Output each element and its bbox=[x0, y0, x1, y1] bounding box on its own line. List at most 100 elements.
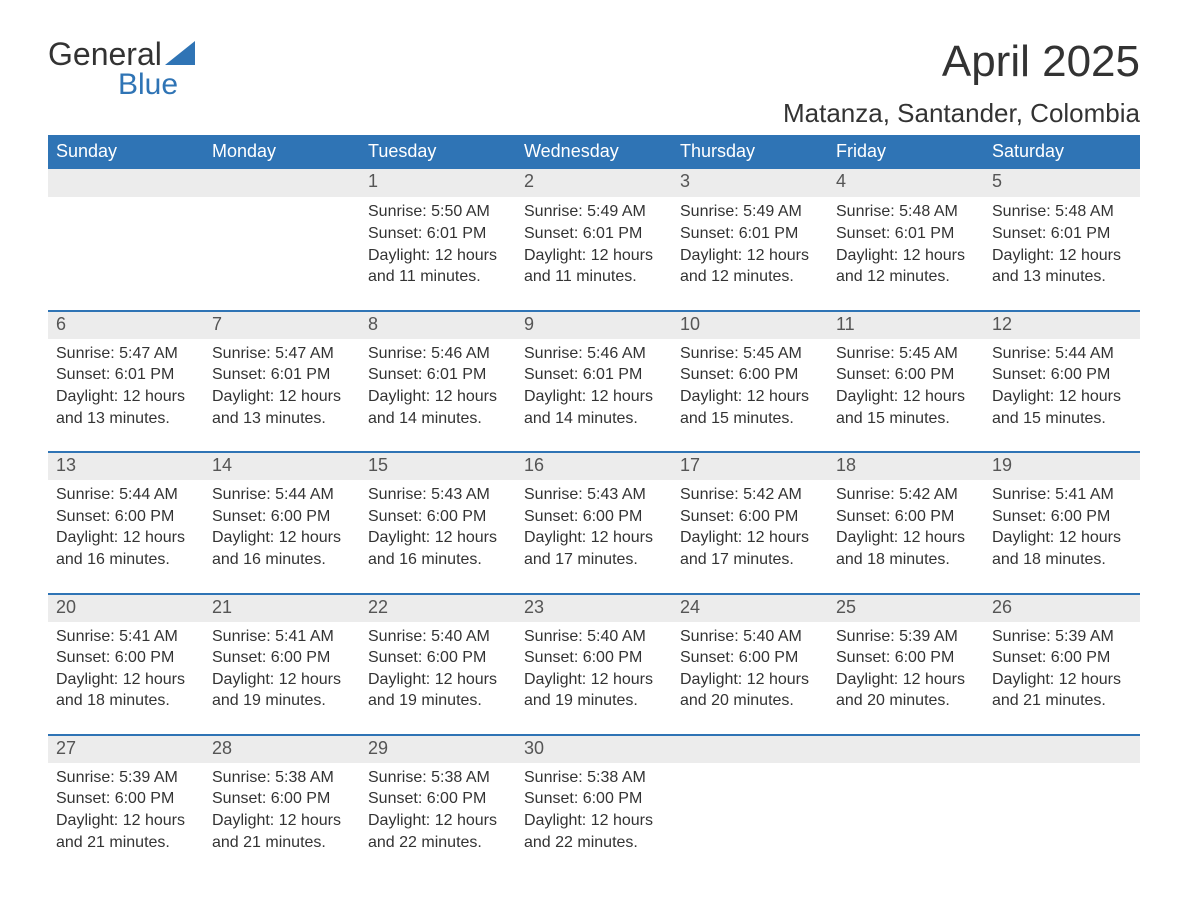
day-sunrise: Sunrise: 5:47 AM bbox=[212, 343, 352, 365]
day-day2: and 22 minutes. bbox=[368, 832, 508, 854]
day-sunrise: Sunrise: 5:49 AM bbox=[524, 201, 664, 223]
day-day1: Daylight: 12 hours bbox=[368, 245, 508, 267]
day-day1: Daylight: 12 hours bbox=[836, 669, 976, 691]
day-sunrise: Sunrise: 5:48 AM bbox=[992, 201, 1132, 223]
day-sunrise: Sunrise: 5:43 AM bbox=[524, 484, 664, 506]
day-number-cell: 25 bbox=[828, 594, 984, 622]
day-day2: and 18 minutes. bbox=[56, 690, 196, 712]
brand-part2: Blue bbox=[48, 70, 195, 100]
day-number-cell: 12 bbox=[984, 311, 1140, 339]
day-day2: and 13 minutes. bbox=[212, 408, 352, 430]
day-sunrise: Sunrise: 5:40 AM bbox=[368, 626, 508, 648]
day-sunset: Sunset: 6:01 PM bbox=[368, 223, 508, 245]
day-day1: Daylight: 12 hours bbox=[992, 527, 1132, 549]
day-sunset: Sunset: 6:00 PM bbox=[212, 788, 352, 810]
day-content-cell: Sunrise: 5:48 AMSunset: 6:01 PMDaylight:… bbox=[984, 197, 1140, 310]
day-sunset: Sunset: 6:00 PM bbox=[212, 647, 352, 669]
day-sunset: Sunset: 6:01 PM bbox=[836, 223, 976, 245]
day-number-cell: 16 bbox=[516, 452, 672, 480]
day-sunset: Sunset: 6:00 PM bbox=[56, 506, 196, 528]
day-sunset: Sunset: 6:00 PM bbox=[836, 506, 976, 528]
day-content-cell: Sunrise: 5:45 AMSunset: 6:00 PMDaylight:… bbox=[828, 339, 984, 452]
day-content-cell: Sunrise: 5:47 AMSunset: 6:01 PMDaylight:… bbox=[48, 339, 204, 452]
day-sunset: Sunset: 6:00 PM bbox=[836, 364, 976, 386]
day-sunset: Sunset: 6:00 PM bbox=[368, 647, 508, 669]
day-day1: Daylight: 12 hours bbox=[992, 669, 1132, 691]
day-content-cell: Sunrise: 5:41 AMSunset: 6:00 PMDaylight:… bbox=[204, 622, 360, 735]
day-number-cell: 1 bbox=[360, 169, 516, 197]
day-content-cell: Sunrise: 5:39 AMSunset: 6:00 PMDaylight:… bbox=[828, 622, 984, 735]
day-number-cell: 20 bbox=[48, 594, 204, 622]
day-content-cell: Sunrise: 5:46 AMSunset: 6:01 PMDaylight:… bbox=[360, 339, 516, 452]
day-content-row: Sunrise: 5:47 AMSunset: 6:01 PMDaylight:… bbox=[48, 339, 1140, 452]
day-day1: Daylight: 12 hours bbox=[524, 527, 664, 549]
day-number-cell: 21 bbox=[204, 594, 360, 622]
day-content-cell: Sunrise: 5:49 AMSunset: 6:01 PMDaylight:… bbox=[516, 197, 672, 310]
day-number-cell bbox=[828, 735, 984, 763]
day-sunset: Sunset: 6:00 PM bbox=[368, 506, 508, 528]
day-number-cell bbox=[672, 735, 828, 763]
day-sunset: Sunset: 6:00 PM bbox=[680, 506, 820, 528]
day-day1: Daylight: 12 hours bbox=[836, 386, 976, 408]
day-number-cell bbox=[204, 169, 360, 197]
day-content-cell bbox=[828, 763, 984, 875]
day-content-cell: Sunrise: 5:42 AMSunset: 6:00 PMDaylight:… bbox=[672, 480, 828, 593]
day-day1: Daylight: 12 hours bbox=[524, 810, 664, 832]
day-day1: Daylight: 12 hours bbox=[524, 386, 664, 408]
day-content-row: Sunrise: 5:41 AMSunset: 6:00 PMDaylight:… bbox=[48, 622, 1140, 735]
day-day1: Daylight: 12 hours bbox=[836, 527, 976, 549]
day-sunset: Sunset: 6:00 PM bbox=[524, 788, 664, 810]
day-day2: and 16 minutes. bbox=[212, 549, 352, 571]
day-content-cell: Sunrise: 5:43 AMSunset: 6:00 PMDaylight:… bbox=[516, 480, 672, 593]
page-header: General Blue April 2025 Matanza, Santand… bbox=[48, 38, 1140, 129]
day-number-cell: 17 bbox=[672, 452, 828, 480]
day-content-cell: Sunrise: 5:44 AMSunset: 6:00 PMDaylight:… bbox=[984, 339, 1140, 452]
day-day2: and 11 minutes. bbox=[524, 266, 664, 288]
day-sunrise: Sunrise: 5:45 AM bbox=[836, 343, 976, 365]
weekday-header: Tuesday bbox=[360, 135, 516, 169]
day-sunset: Sunset: 6:01 PM bbox=[524, 223, 664, 245]
day-sunrise: Sunrise: 5:40 AM bbox=[524, 626, 664, 648]
day-day2: and 16 minutes. bbox=[56, 549, 196, 571]
day-day2: and 21 minutes. bbox=[56, 832, 196, 854]
day-day1: Daylight: 12 hours bbox=[212, 669, 352, 691]
day-day2: and 18 minutes. bbox=[836, 549, 976, 571]
day-sunrise: Sunrise: 5:49 AM bbox=[680, 201, 820, 223]
daynum-row: 27282930 bbox=[48, 735, 1140, 763]
day-day2: and 17 minutes. bbox=[524, 549, 664, 571]
day-sunset: Sunset: 6:00 PM bbox=[992, 647, 1132, 669]
day-sunrise: Sunrise: 5:41 AM bbox=[212, 626, 352, 648]
daynum-row: 13141516171819 bbox=[48, 452, 1140, 480]
day-number-cell: 26 bbox=[984, 594, 1140, 622]
day-sunset: Sunset: 6:01 PM bbox=[212, 364, 352, 386]
day-day1: Daylight: 12 hours bbox=[212, 810, 352, 832]
day-sunset: Sunset: 6:00 PM bbox=[56, 788, 196, 810]
day-day1: Daylight: 12 hours bbox=[368, 669, 508, 691]
brand-sail-icon bbox=[165, 41, 195, 65]
day-sunset: Sunset: 6:00 PM bbox=[836, 647, 976, 669]
day-day1: Daylight: 12 hours bbox=[680, 386, 820, 408]
day-content-cell bbox=[204, 197, 360, 310]
day-number-cell: 4 bbox=[828, 169, 984, 197]
day-sunrise: Sunrise: 5:44 AM bbox=[56, 484, 196, 506]
day-day2: and 19 minutes. bbox=[524, 690, 664, 712]
day-sunset: Sunset: 6:01 PM bbox=[56, 364, 196, 386]
day-content-row: Sunrise: 5:44 AMSunset: 6:00 PMDaylight:… bbox=[48, 480, 1140, 593]
day-sunset: Sunset: 6:00 PM bbox=[680, 364, 820, 386]
day-sunrise: Sunrise: 5:42 AM bbox=[836, 484, 976, 506]
day-sunset: Sunset: 6:00 PM bbox=[56, 647, 196, 669]
daynum-row: 12345 bbox=[48, 169, 1140, 197]
day-sunrise: Sunrise: 5:39 AM bbox=[56, 767, 196, 789]
day-content-cell: Sunrise: 5:40 AMSunset: 6:00 PMDaylight:… bbox=[516, 622, 672, 735]
day-sunrise: Sunrise: 5:50 AM bbox=[368, 201, 508, 223]
brand-part1: General bbox=[48, 38, 162, 70]
day-number-cell: 28 bbox=[204, 735, 360, 763]
day-content-row: Sunrise: 5:39 AMSunset: 6:00 PMDaylight:… bbox=[48, 763, 1140, 875]
calendar-page: General Blue April 2025 Matanza, Santand… bbox=[0, 0, 1188, 875]
brand-logo: General Blue bbox=[48, 38, 195, 100]
day-number-cell: 7 bbox=[204, 311, 360, 339]
day-day2: and 14 minutes. bbox=[524, 408, 664, 430]
day-sunset: Sunset: 6:00 PM bbox=[992, 364, 1132, 386]
day-day2: and 21 minutes. bbox=[992, 690, 1132, 712]
day-day2: and 22 minutes. bbox=[524, 832, 664, 854]
